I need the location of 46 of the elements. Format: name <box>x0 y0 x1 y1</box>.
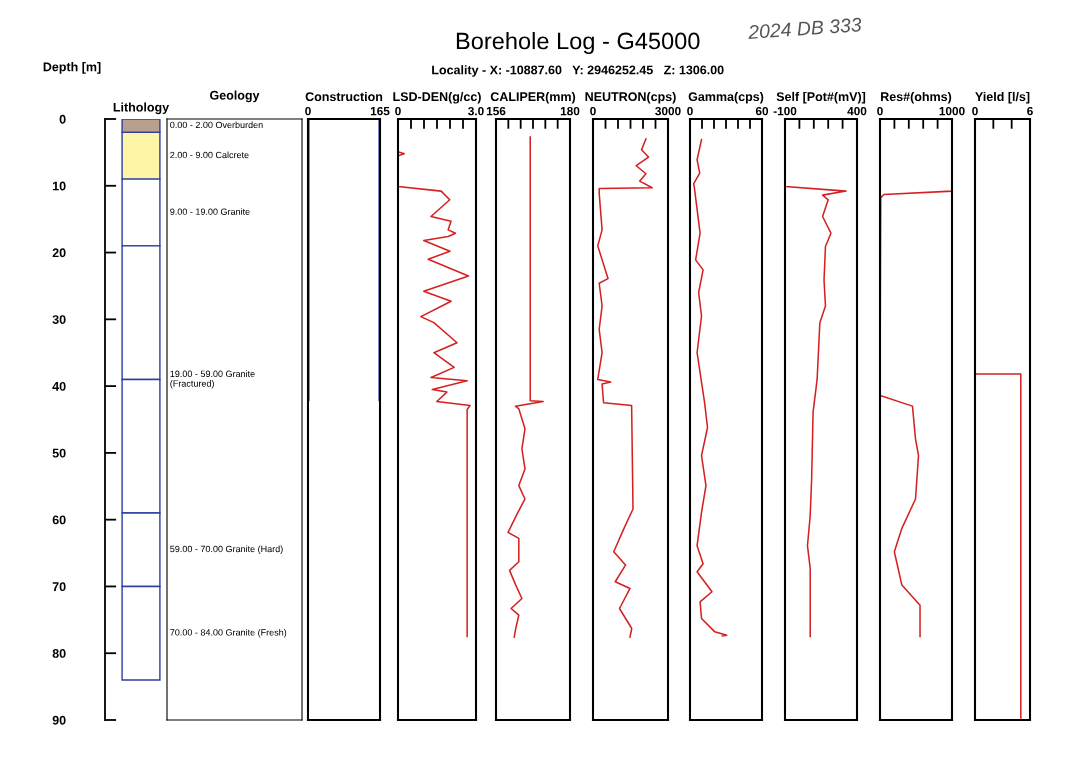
x-tick-label: 1000 <box>939 106 965 116</box>
x-tick-label: -100 <box>773 106 797 116</box>
series-label: 19.00 - 59.00 Granite (Fractured) <box>170 370 255 389</box>
chart-title: Gamma(cps) <box>688 91 764 104</box>
x-tick-label: 60 <box>755 106 769 116</box>
y-axis-title: Depth [m] <box>43 62 101 74</box>
x-tick-label: 0 <box>395 106 401 116</box>
chart-title: LSD-DEN(g/cc) <box>393 91 481 104</box>
chart-title: Self [Pot#(mV)] <box>776 91 866 104</box>
chart-title: Res#(ohms) <box>881 91 952 104</box>
text: Borehole Log - G45000 <box>456 32 700 54</box>
y-tick-label: 30 <box>52 315 66 324</box>
y-tick-label: 0 <box>59 114 66 124</box>
x-tick-label: 0 <box>687 106 693 116</box>
chart-title: Construction <box>305 91 383 102</box>
chart-title: Yield [l/s] <box>975 91 1030 104</box>
y-tick-label: 70 <box>52 582 66 592</box>
x-tick-label: 0 <box>877 106 883 116</box>
chart-title: NEUTRON(cps) <box>585 91 676 104</box>
x-tick-label: 0 <box>305 106 311 116</box>
text: Locality - X: -10887.60 Y: 2946252.45 Z: 1306.00 <box>432 65 724 77</box>
y-tick-label: 80 <box>52 649 66 658</box>
x-tick-label: 0 <box>972 106 978 116</box>
series-label: 59.00 - 70.00 Granite (Hard) <box>170 545 283 554</box>
x-tick-label: 156 <box>486 106 506 116</box>
series-label: 2.00 - 9.00 Calcrete <box>170 151 249 159</box>
series-label: 9.00 - 19.00 Granite <box>170 208 250 215</box>
series-label: 0.00 - 2.00 Overburden <box>170 121 263 129</box>
x-tick-label: Lithology <box>113 102 170 115</box>
x-tick-label: 0 <box>590 106 596 116</box>
y-tick-label: 20 <box>52 248 66 258</box>
chart-title: CALIPER(mm) <box>490 91 576 104</box>
series-label: 70.00 - 84.00 Granite (Fresh) <box>170 628 287 638</box>
x-tick-label: 3000 <box>655 106 681 116</box>
y-tick-label: 10 <box>53 181 66 191</box>
x-tick-label: 180 <box>560 106 580 116</box>
x-tick-label: 165 <box>370 106 390 116</box>
y-tick-label: 50 <box>52 448 66 458</box>
y-tick-label: 60 <box>52 515 66 525</box>
y-tick-label: 90 <box>52 715 66 725</box>
x-tick-label: 3.0 <box>468 106 484 116</box>
text: Geology <box>210 90 260 103</box>
text: 2024 DB 333 <box>747 17 862 40</box>
x-tick-label: 400 <box>847 106 867 116</box>
y-tick-label: 40 <box>52 381 66 391</box>
x-tick-label: 6 <box>1027 106 1033 116</box>
